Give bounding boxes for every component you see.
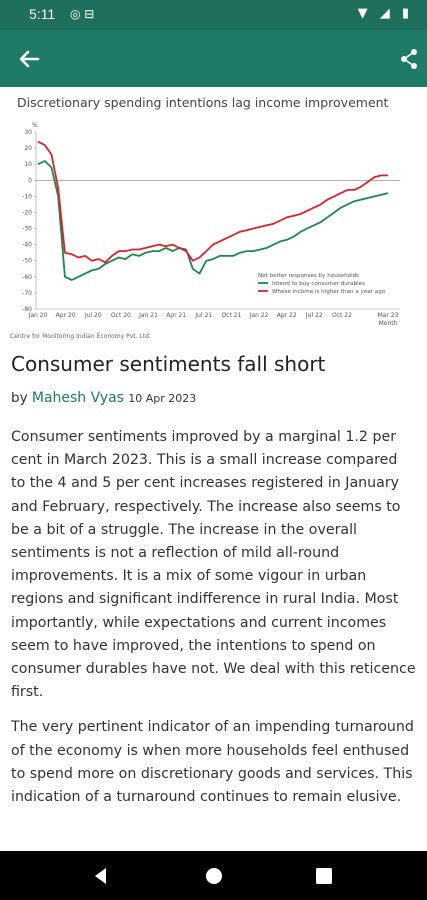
y-tick-label: -80 — [22, 306, 32, 313]
y-tick-label: -30 — [22, 226, 32, 233]
article-paragraph: The very pertinent indicator of an impen… — [11, 719, 414, 806]
publish-date: 10 Apr 2023 — [128, 392, 197, 405]
y-tick-label: 30 — [24, 129, 32, 136]
navigation-bar — [0, 851, 427, 900]
chart-source: Centre for Monitoring Indian Economy Pvt… — [10, 333, 151, 340]
status-time: 5:11 — [29, 6, 56, 22]
x-tick-label: Jul 20 — [84, 312, 102, 319]
y-tick-label: 0 — [28, 177, 32, 184]
x-tick-label: Jan 21 — [138, 312, 158, 319]
legend-label: Intend to buy consumer durables — [272, 281, 365, 287]
article-paragraph: Consumer sentiments improved by a margin… — [11, 429, 416, 701]
author-link[interactable]: Mahesh Vyas — [31, 390, 124, 406]
nav-recents-icon[interactable] — [313, 865, 335, 887]
y-tick-label: -70 — [22, 290, 32, 297]
series-line-1 — [37, 160, 389, 281]
x-tick-label: Oct 21 — [221, 312, 241, 319]
x-tick-label: Apr 21 — [166, 312, 186, 319]
y-axis-unit: % — [32, 122, 38, 129]
article-headline: Consumer sentiments fall short — [11, 352, 326, 376]
series-line-2 — [37, 140, 388, 264]
x-tick-label: Apr 20 — [56, 312, 76, 319]
y-tick-label: -20 — [22, 209, 32, 216]
legend-title: Net better responses by households — [258, 273, 359, 279]
byline: by Mahesh Vyas 10 Apr 2023 — [11, 390, 416, 406]
x-tick-label: Oct 20 — [111, 312, 131, 319]
y-tick-label: -40 — [22, 242, 32, 249]
x-tick-label: Mar 23 — [378, 312, 399, 319]
article: Consumer sentiments fall short by Mahesh… — [11, 352, 416, 821]
status-notification-icons: ◎ ⊟ — [70, 7, 95, 21]
x-tick-label: Jul 22 — [305, 312, 323, 319]
x-axis-label: Month — [379, 320, 398, 327]
nav-back-icon[interactable] — [90, 865, 112, 887]
x-tick-label: Oct 22 — [332, 312, 352, 319]
share-icon[interactable] — [399, 46, 421, 72]
y-tick-label: -50 — [22, 258, 32, 265]
y-tick-label: 10 — [24, 161, 32, 168]
x-tick-label: Jan 22 — [249, 312, 269, 319]
x-tick-label: Jul 21 — [194, 312, 212, 319]
x-tick-label: Apr 22 — [277, 312, 297, 319]
x-tick-label: Jan 20 — [28, 312, 48, 319]
arrow-left-icon[interactable] — [16, 46, 44, 72]
byline-prefix: by — [11, 390, 28, 406]
nav-home-icon[interactable] — [203, 865, 225, 887]
chart-image: Discretionary spending intentions lag in… — [0, 87, 427, 345]
chart-title: Discretionary spending intentions lag in… — [17, 95, 389, 110]
y-tick-label: -60 — [22, 274, 32, 281]
status-system-icons: ▼ ◢ ▮ — [357, 6, 413, 21]
app-bar — [0, 30, 427, 87]
status-bar: 5:11 ◎ ⊟ ▼ ◢ ▮ — [0, 0, 427, 30]
legend-label: Whose income is higher than a year ago — [272, 289, 386, 295]
y-tick-label: 20 — [24, 145, 32, 152]
y-tick-label: -10 — [22, 193, 32, 200]
